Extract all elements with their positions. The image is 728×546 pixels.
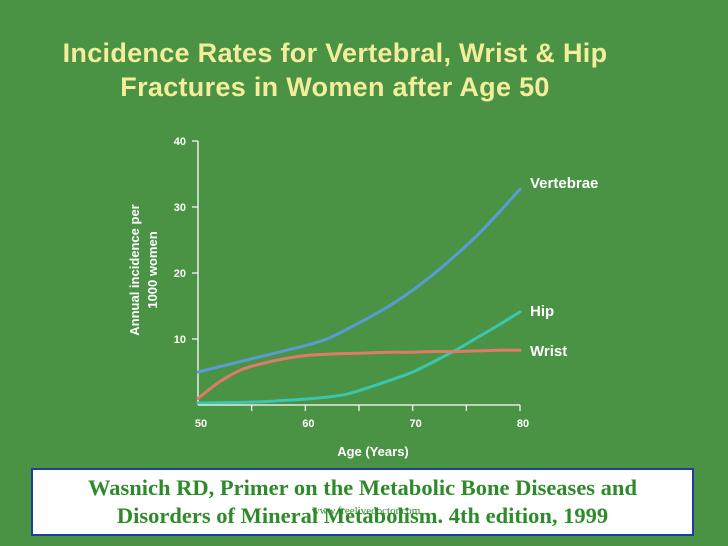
series-label-hip: Hip xyxy=(530,303,554,320)
line-chart: 10 20 30 40 50 60 70 80 Vertebrae Hip Wrist Age (… xyxy=(127,136,598,459)
watermark: www.freelivedoctor.com xyxy=(311,505,421,517)
chart-title: Incidence Rates for Vertebral, Wrist & H… xyxy=(0,36,670,104)
y-axis-label-line-1: Annual incidence per xyxy=(127,204,142,335)
x-tick-label: 50 xyxy=(195,418,207,430)
citation-line-1: Wasnich RD, Primer on the Metabolic Bone… xyxy=(88,475,637,500)
x-tick-label: 70 xyxy=(410,418,422,430)
citation-box: Wasnich RD, Primer on the Metabolic Bone… xyxy=(31,468,694,536)
x-tick-label: 80 xyxy=(517,418,529,430)
y-axis-label: Annual incidence per 1000 women xyxy=(127,204,160,335)
chart-title-line-2: Fractures in Women after Age 50 xyxy=(120,72,550,102)
series-label-vertebrae: Vertebrae xyxy=(530,175,598,192)
series-line-hip xyxy=(196,310,522,405)
y-axis-label-line-2: 1000 women xyxy=(145,231,160,308)
chart-series-labels: Vertebrae Hip Wrist xyxy=(530,175,598,360)
y-tick-label: 10 xyxy=(174,334,186,346)
citation-text: Wasnich RD, Primer on the Metabolic Bone… xyxy=(33,470,692,530)
y-tick-label: 40 xyxy=(174,136,186,148)
series-line-wrist xyxy=(196,348,522,400)
series-line-vertebrae xyxy=(196,187,522,374)
series-label-wrist: Wrist xyxy=(530,343,567,360)
chart-title-line-1: Incidence Rates for Vertebral, Wrist & H… xyxy=(62,38,608,68)
chart-axes: 10 20 30 40 50 60 70 80 xyxy=(174,136,529,430)
y-tick-label: 30 xyxy=(174,202,186,214)
chart-series-lines xyxy=(196,187,522,405)
x-tick-label: 60 xyxy=(302,418,314,430)
y-tick-label: 20 xyxy=(174,268,186,280)
citation-line-2: Disorders of Mineral Metabolism. 4th edi… xyxy=(116,503,609,528)
x-axis-label: Age (Years) xyxy=(337,444,409,459)
